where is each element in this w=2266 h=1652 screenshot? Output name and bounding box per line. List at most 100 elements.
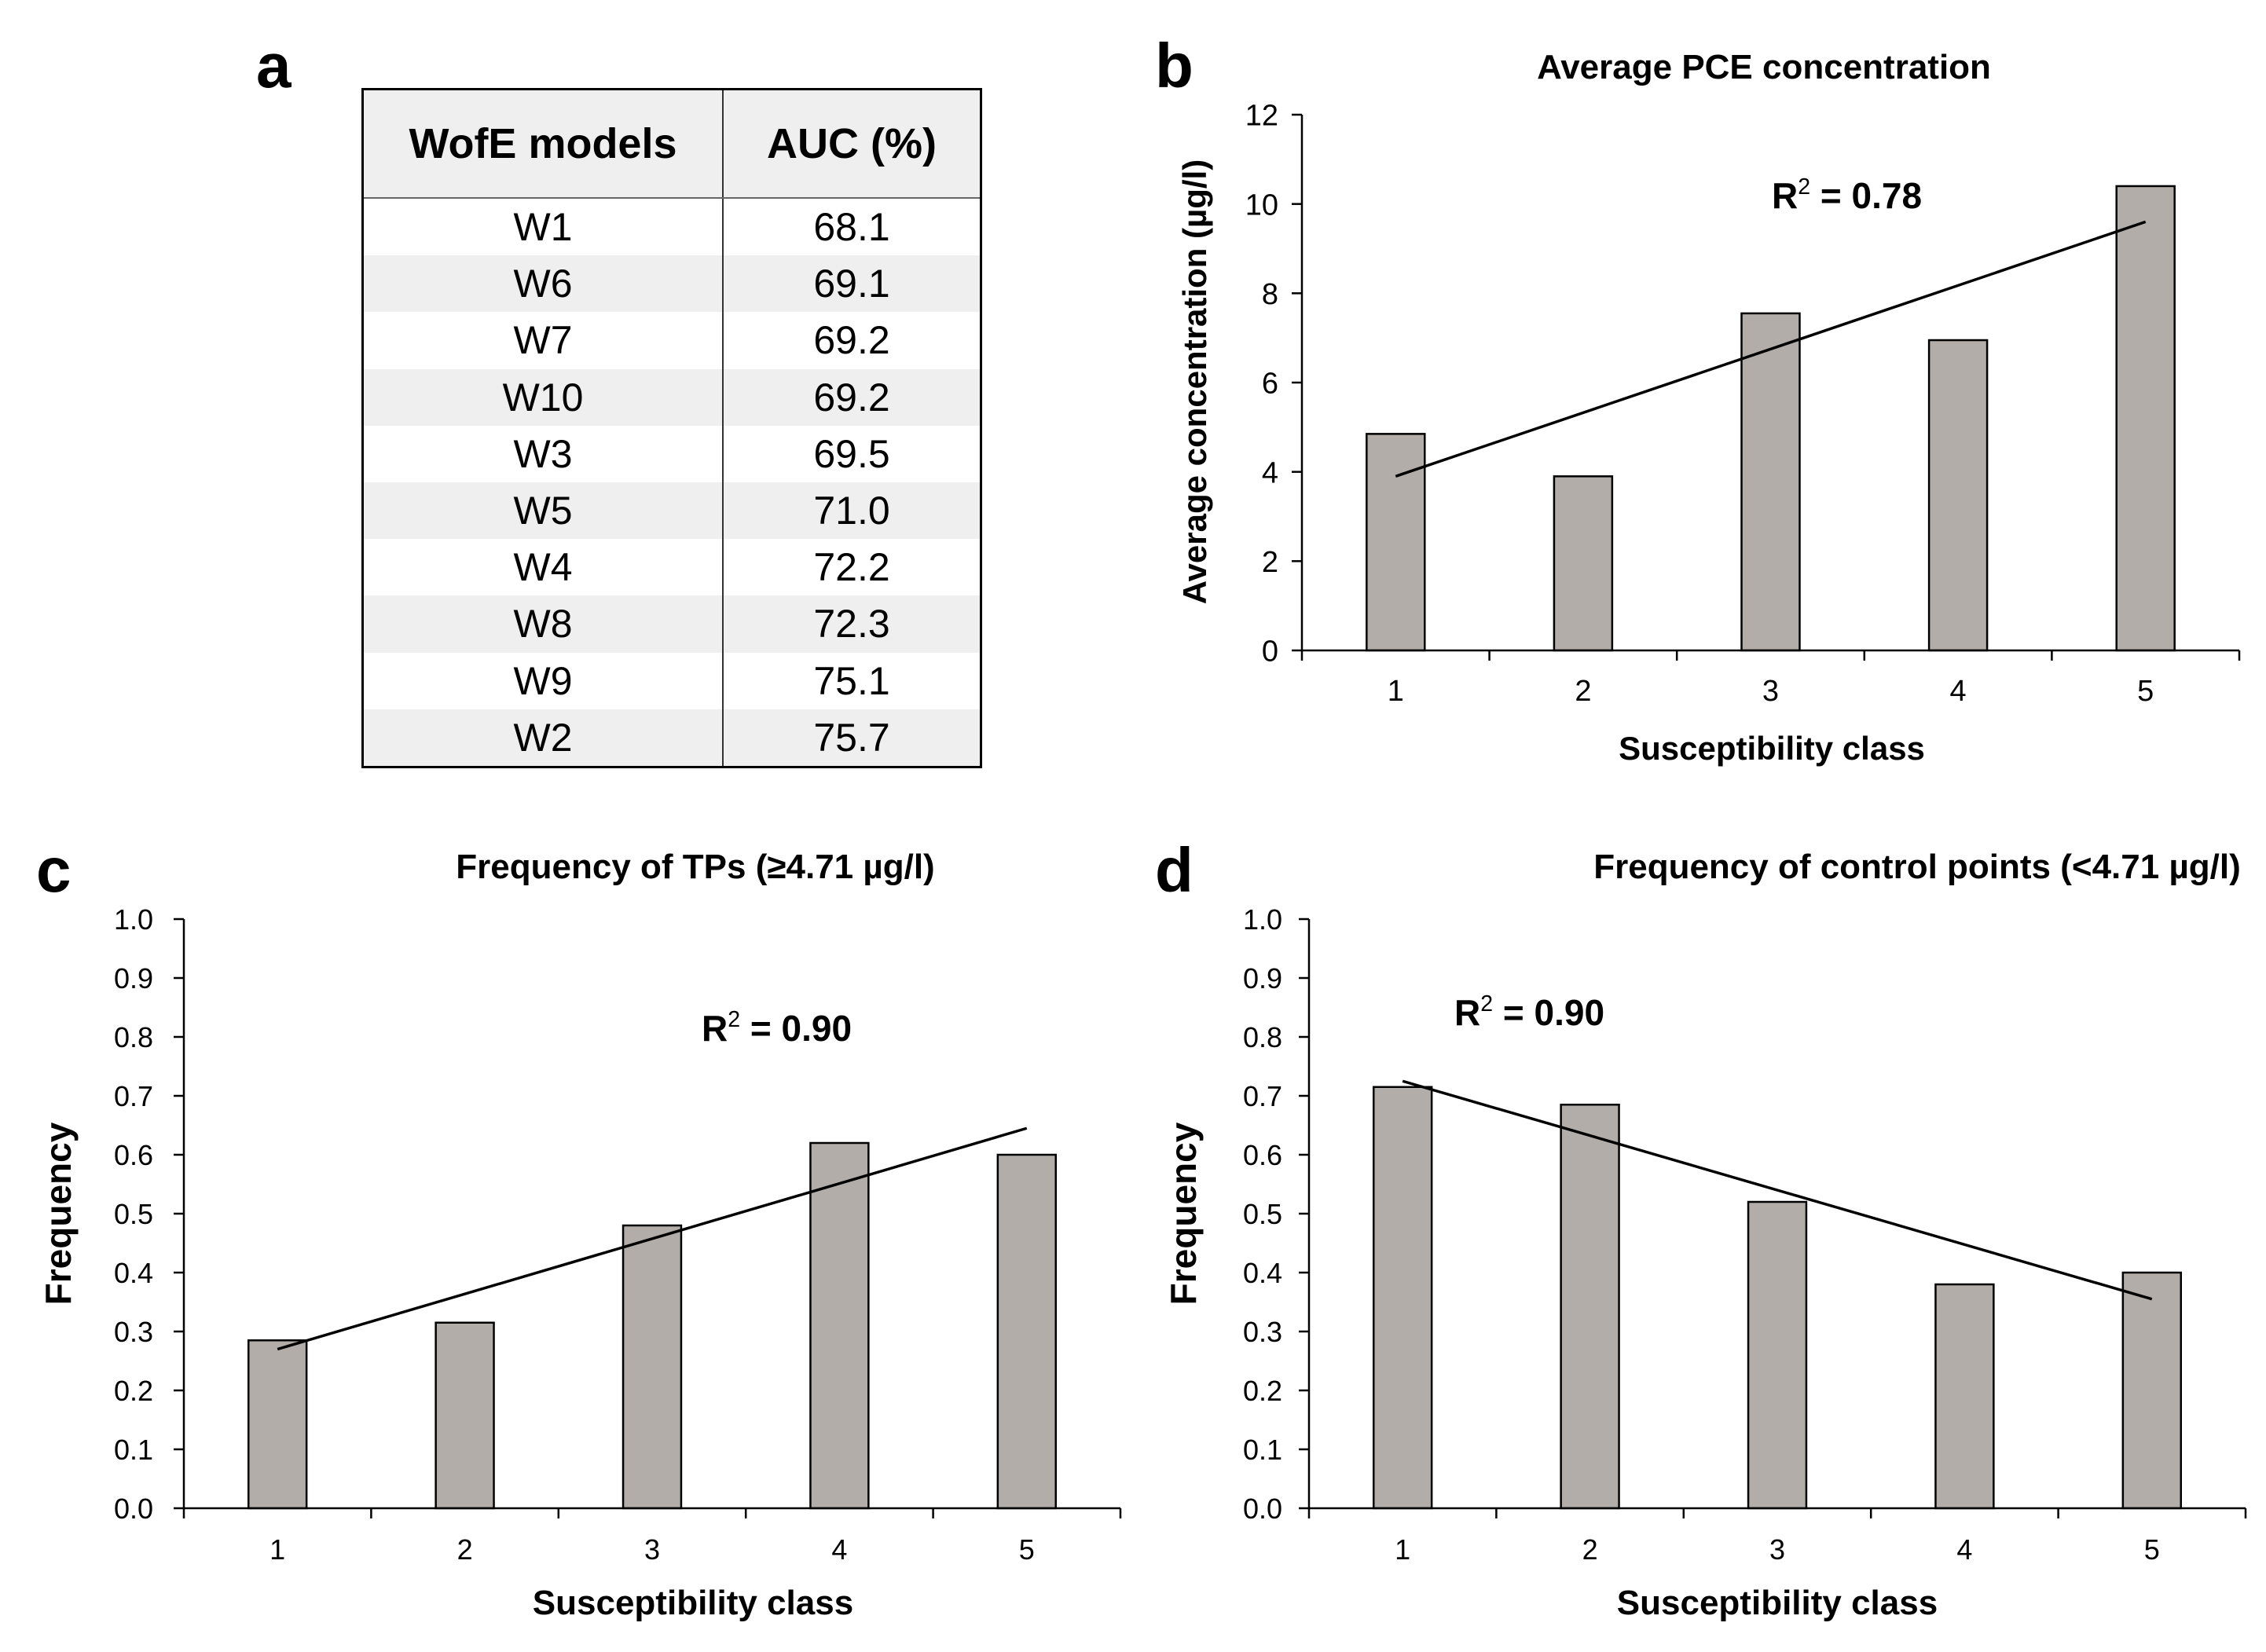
bar-class-2 xyxy=(1553,475,1614,652)
x-tick-label: 5 xyxy=(2144,1533,2160,1566)
chart-title: Frequency of TPs (≥4.71 µg/l) xyxy=(456,848,934,886)
model-cell: W10 xyxy=(364,368,724,426)
x-tick-label: 5 xyxy=(2137,675,2154,708)
y-tick-label: 0.7 xyxy=(1243,1080,1282,1112)
r-squared-superscript: 2 xyxy=(728,1007,740,1032)
auc-cell: 69.2 xyxy=(723,368,980,426)
table-row: W6 69.1 xyxy=(364,255,980,313)
auc-cell: 69.2 xyxy=(813,318,890,363)
y-axis-label: Frequency xyxy=(38,1122,79,1305)
y-tick-label: 0.6 xyxy=(114,1139,153,1171)
r-squared-annotation: R2 = 0.78 xyxy=(1772,174,1922,216)
y-tick-label: 8 xyxy=(1262,278,1278,311)
header-auc: AUC (%) xyxy=(723,90,980,199)
r-squared-superscript: 2 xyxy=(1798,174,1810,200)
y-tick-label: 1.0 xyxy=(114,903,153,936)
y-tick-label: 0.6 xyxy=(1243,1139,1282,1171)
y-tick-label: 0.4 xyxy=(114,1257,153,1289)
x-tick-label: 3 xyxy=(1762,675,1779,708)
y-tick-label: 0.9 xyxy=(1243,962,1282,994)
y-tick-label: 0.3 xyxy=(1243,1316,1282,1348)
table-row: W2 75.7 xyxy=(364,709,980,766)
auc-cell: 72.3 xyxy=(723,595,980,653)
bar-class-3 xyxy=(622,1224,683,1510)
y-tick-label: 0.0 xyxy=(1243,1493,1282,1525)
bar-class-4 xyxy=(1934,1283,1995,1510)
x-tick-label: 4 xyxy=(831,1533,847,1566)
y-tick-label: 0.1 xyxy=(1243,1434,1282,1466)
r-squared-label: R xyxy=(1772,175,1798,216)
table-row: W9 75.1 xyxy=(364,652,980,709)
y-tick-label: 0.7 xyxy=(114,1080,153,1112)
x-tick-label: 5 xyxy=(1019,1533,1035,1566)
r-squared-annotation: R2 = 0.90 xyxy=(1454,991,1604,1033)
y-tick-label: 0 xyxy=(1262,636,1278,668)
x-axis-label: Susceptibility class xyxy=(1617,1584,1938,1622)
y-tick-label: 12 xyxy=(1245,100,1278,133)
auc-table: WofE models AUC (%) W1 68.1 W6 69.1 W7 69.2… xyxy=(364,90,980,766)
y-tick-label: 6 xyxy=(1262,368,1278,401)
y-tick-label: 0.5 xyxy=(114,1198,153,1230)
y-tick-label: 0.2 xyxy=(1243,1375,1282,1407)
x-tick-label: 1 xyxy=(270,1533,285,1566)
panel-label-b: b xyxy=(1155,31,1194,101)
model-cell: W5 xyxy=(364,482,724,540)
header-wofe-models: WofE models xyxy=(364,90,724,199)
x-tick-label: 3 xyxy=(1769,1533,1785,1566)
bar-class-1 xyxy=(1372,1086,1433,1510)
bar-class-4 xyxy=(1927,339,1989,652)
r-squared-value: = 0.90 xyxy=(740,1008,852,1049)
r-squared-value: = 0.78 xyxy=(1810,175,1922,216)
auc-cell: 75.1 xyxy=(813,658,890,703)
y-tick-label: 0.8 xyxy=(1243,1021,1282,1053)
table-row: W4 72.2 xyxy=(364,539,980,596)
y-tick-label: 0.1 xyxy=(114,1434,153,1466)
bar-class-1 xyxy=(247,1339,308,1510)
x-tick-label: 2 xyxy=(1575,675,1591,708)
y-tick-label: 4 xyxy=(1262,456,1278,489)
x-tick-label: 4 xyxy=(1950,675,1967,708)
x-tick-label: 1 xyxy=(1388,675,1404,708)
table-row: W7 69.2 xyxy=(364,312,980,369)
table-header-row: WofE models AUC (%) xyxy=(364,90,980,199)
x-axis-label: Susceptibility class xyxy=(1619,730,1925,767)
model-cell: W4 xyxy=(364,539,724,596)
bar-class-4 xyxy=(809,1141,870,1510)
model-cell: W2 xyxy=(364,709,724,766)
x-tick-label: 2 xyxy=(457,1533,473,1566)
model-cell: W8 xyxy=(364,595,724,653)
model-cell: W3 xyxy=(364,425,724,482)
model-cell: W9 xyxy=(364,652,724,709)
y-tick-label: 2 xyxy=(1262,546,1278,579)
bar-class-2 xyxy=(434,1321,495,1510)
y-tick-label: 0.9 xyxy=(114,962,153,994)
auc-cell: 69.5 xyxy=(813,431,890,476)
trend-line xyxy=(1395,220,2147,478)
table-row: W3 69.5 xyxy=(364,425,980,482)
model-cell: W1 xyxy=(364,198,724,256)
r-squared-value: = 0.90 xyxy=(1493,992,1604,1033)
trend-line xyxy=(277,1126,1028,1351)
y-tick-label: 0.4 xyxy=(1243,1257,1282,1289)
auc-cell: 72.2 xyxy=(813,545,890,590)
y-tick-label: 0.8 xyxy=(114,1021,153,1053)
r-squared-label: R xyxy=(1454,992,1480,1033)
bar-class-5 xyxy=(996,1153,1058,1510)
chart-title: Average PCE concentration xyxy=(1537,48,1991,86)
auc-cell: 69.1 xyxy=(723,255,980,313)
x-tick-label: 2 xyxy=(1582,1533,1598,1566)
table-row: W10 69.2 xyxy=(364,368,980,426)
y-axis-label: Frequency xyxy=(1163,1122,1204,1305)
r-squared-annotation: R2 = 0.90 xyxy=(702,1007,852,1049)
panel-label-d: d xyxy=(1155,835,1194,905)
chart-title: Frequency of control points (<4.71 µg/l) xyxy=(1593,848,2241,886)
x-axis-label: Susceptibility class xyxy=(533,1584,853,1622)
y-tick-label: 0.5 xyxy=(1243,1198,1282,1230)
auc-cell: 71.0 xyxy=(723,482,980,540)
bar-class-3 xyxy=(1740,312,1801,652)
bar-class-3 xyxy=(1747,1200,1808,1510)
y-axis-label: Average concentration (µg/l) xyxy=(1176,159,1213,604)
r-squared-label: R xyxy=(702,1008,728,1049)
